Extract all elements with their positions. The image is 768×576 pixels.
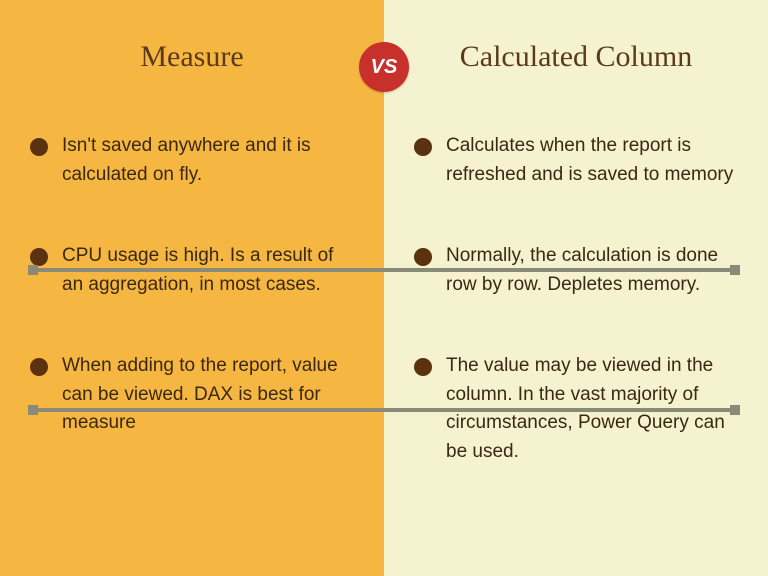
item-text: Calculates when the report is refreshed … bbox=[446, 132, 738, 189]
bullet-icon bbox=[30, 248, 48, 266]
bullet-icon bbox=[30, 358, 48, 376]
left-heading: Measure bbox=[30, 40, 354, 74]
bullet-icon bbox=[414, 248, 432, 266]
list-item: Normally, the calculation is done row by… bbox=[414, 234, 738, 344]
list-item: When adding to the report, value can be … bbox=[30, 344, 354, 456]
right-panel: Calculated Column Calculates when the re… bbox=[384, 0, 768, 576]
bullet-icon bbox=[30, 138, 48, 156]
bullet-icon bbox=[414, 358, 432, 376]
right-rows: Calculates when the report is refreshed … bbox=[414, 124, 738, 484]
left-rows: Isn't saved anywhere and it is calculate… bbox=[30, 124, 354, 456]
bullet-icon bbox=[414, 138, 432, 156]
vs-badge: VS bbox=[359, 42, 409, 92]
left-panel: Measure Isn't saved anywhere and it is c… bbox=[0, 0, 384, 576]
list-item: Isn't saved anywhere and it is calculate… bbox=[30, 124, 354, 234]
item-text: When adding to the report, value can be … bbox=[62, 352, 354, 438]
row-divider bbox=[30, 268, 738, 272]
list-item: The value may be viewed in the column. I… bbox=[414, 344, 738, 484]
item-text: Isn't saved anywhere and it is calculate… bbox=[62, 132, 354, 189]
list-item: CPU usage is high. Is a result of an agg… bbox=[30, 234, 354, 344]
list-item: Calculates when the report is refreshed … bbox=[414, 124, 738, 234]
right-heading: Calculated Column bbox=[414, 40, 738, 74]
row-divider bbox=[30, 408, 738, 412]
